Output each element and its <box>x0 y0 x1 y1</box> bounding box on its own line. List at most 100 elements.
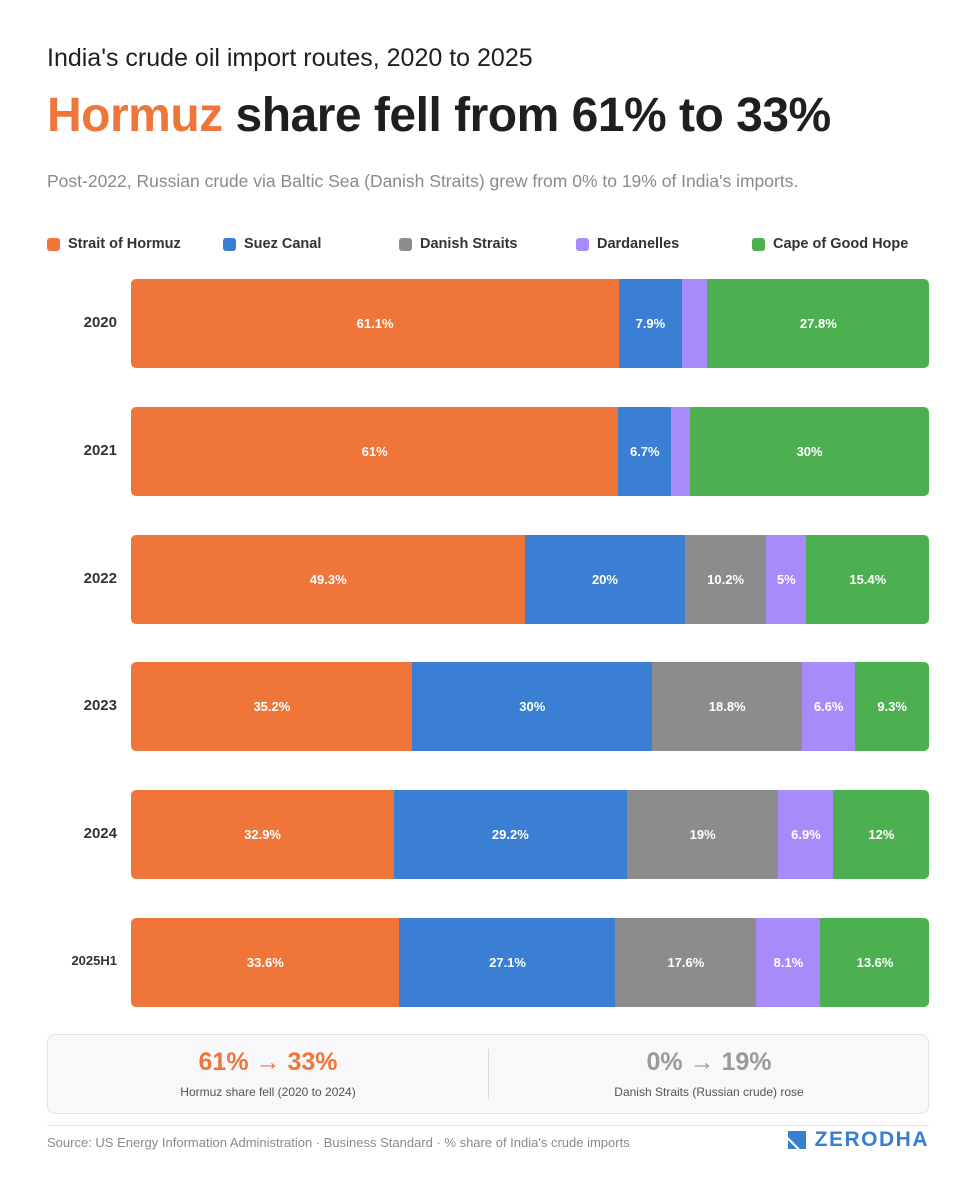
legend-label: Strait of Hormuz <box>68 236 181 252</box>
data-label: 6.7% <box>629 444 660 459</box>
legend-swatch <box>399 237 412 251</box>
brand-name: ZERODHA <box>814 1128 929 1151</box>
data-label: 61.1% <box>356 316 394 331</box>
data-label: 6.6% <box>813 699 844 714</box>
summary-danish-value: 0% → 19% <box>646 1048 772 1076</box>
bar-segment-suez-canal-2025h1: 27.1% <box>399 918 616 1007</box>
legend-item-danish-straits: Danish Straits <box>399 236 518 252</box>
legend-swatch <box>223 237 236 251</box>
bar-segment-suez-canal-2021: 6.7% <box>617 407 672 496</box>
legend-swatch <box>47 237 60 251</box>
source-note: Source: US Energy Information Administra… <box>47 1135 630 1150</box>
bar-segment-dardanelles-2023: 6.6% <box>801 662 856 751</box>
chart-kicker: India's crude oil import routes, 2020 to… <box>47 44 533 72</box>
bar-segment-suez-canal-2023: 30% <box>412 662 653 751</box>
legend-label: Dardanelles <box>597 236 680 252</box>
data-label: 27.1% <box>489 955 526 970</box>
data-label: 32.9% <box>244 827 281 842</box>
legend-label: Danish Straits <box>420 236 518 252</box>
summary-danish-caption: Danish Straits (Russian crude) rose <box>614 1085 804 1099</box>
bar-segment-dardanelles-2021 <box>671 407 691 496</box>
row-label-2022: 2022 <box>83 570 117 587</box>
data-label: 29.2% <box>491 827 529 842</box>
chart-description: Post-2022, Russian crude via Baltic Sea … <box>47 171 799 191</box>
data-label: 30% <box>519 699 546 714</box>
legend-item-suez-canal: Suez Canal <box>223 236 321 252</box>
bar-segment-danish-straits-2024: 19% <box>626 790 779 879</box>
bar-2023: 35.2% 30% 18.8% 6.6% 9.3% <box>131 662 929 751</box>
row-label-2024: 2024 <box>83 825 117 842</box>
data-label: 6.9% <box>791 827 821 842</box>
data-label: 10.2% <box>707 572 745 587</box>
legend-label: Cape of Good Hope <box>773 236 909 252</box>
summary-hormuz: 61% → 33% Hormuz share fell (2020 to 202… <box>48 1035 488 1113</box>
data-label: 33.6% <box>246 955 284 970</box>
row-label-2025h1: 2025H1 <box>71 953 117 968</box>
summary-box: 61% → 33% Hormuz share fell (2020 to 202… <box>47 1034 929 1114</box>
data-label: 5% <box>776 572 796 587</box>
bar-segment-dardanelles-2020 <box>681 279 708 368</box>
data-label: 12% <box>868 827 895 842</box>
bar-segment-strait-of-hormuz-2025h1: 33.6% <box>131 918 400 1007</box>
bar-segment-strait-of-hormuz-2022: 49.3% <box>131 535 526 624</box>
data-label: 7.9% <box>635 316 666 331</box>
legend-item-dardanelles: Dardanelles <box>576 236 679 252</box>
bar-segment-cape-of-good-hope-2020: 27.8% <box>707 279 929 368</box>
bar-segment-suez-canal-2020: 7.9% <box>618 279 683 368</box>
data-label: 13.6% <box>856 955 894 970</box>
bar-2024: 32.9% 29.2% 19% 6.9% 12% <box>131 790 929 879</box>
chart-legend: Strait of Hormuz Suez Canal Danish Straits… <box>47 236 947 256</box>
data-label: 8.1% <box>773 955 804 970</box>
summary-danish: 0% → 19% Danish Straits (Russian crude) … <box>489 1035 929 1113</box>
legend-label: Suez Canal <box>244 236 322 252</box>
bar-segment-strait-of-hormuz-2024: 32.9% <box>131 790 395 879</box>
bar-segment-cape-of-good-hope-2024: 12% <box>833 790 929 879</box>
bar-segment-suez-canal-2024: 29.2% <box>393 790 628 879</box>
chart-headline: Hormuz share fell from 61% to 33% <box>47 88 831 143</box>
bar-segment-danish-straits-2023: 18.8% <box>651 662 803 751</box>
bar-segment-danish-straits-2022: 10.2% <box>684 535 767 624</box>
legend-item-strait-of-hormuz: Strait of Hormuz <box>47 236 181 252</box>
data-label: 18.8% <box>708 699 746 714</box>
data-label: 9.3% <box>877 699 907 714</box>
summary-divider <box>488 1049 489 1099</box>
data-label: 27.8% <box>799 316 837 331</box>
data-label: 61% <box>361 444 388 459</box>
data-label: 17.6% <box>667 955 705 970</box>
zerodha-icon <box>787 1131 806 1149</box>
bar-segment-cape-of-good-hope-2025h1: 13.6% <box>820 918 929 1007</box>
row-label-2023: 2023 <box>83 697 117 714</box>
legend-swatch <box>752 237 765 251</box>
bar-segment-cape-of-good-hope-2023: 9.3% <box>854 662 929 751</box>
data-label: 19% <box>689 827 716 842</box>
summary-hormuz-caption: Hormuz share fell (2020 to 2024) <box>180 1085 356 1099</box>
bar-segment-dardanelles-2022: 5% <box>766 535 807 624</box>
row-label-2020: 2020 <box>83 314 117 331</box>
bar-segment-danish-straits-2025h1: 17.6% <box>615 918 757 1007</box>
bar-2020: 61.1% 7.9% 27.8% <box>131 279 929 368</box>
zerodha-logo: ZERODHA <box>787 1128 929 1152</box>
legend-swatch <box>576 237 589 251</box>
bar-segment-strait-of-hormuz-2023: 35.2% <box>131 662 413 751</box>
bar-segment-dardanelles-2024: 6.9% <box>778 790 834 879</box>
bar-2025h1: 33.6% 27.1% 17.6% 8.1% 13.6% <box>131 918 929 1007</box>
data-label: 15.4% <box>849 572 887 587</box>
headline-rest: share fell from 61% to 33% <box>222 89 832 142</box>
bar-segment-cape-of-good-hope-2021: 30% <box>689 407 929 496</box>
bar-segment-strait-of-hormuz-2021: 61% <box>131 407 619 496</box>
bar-segment-cape-of-good-hope-2022: 15.4% <box>805 535 929 624</box>
bar-segment-strait-of-hormuz-2020: 61.1% <box>131 279 620 368</box>
legend-item-cape-of-good-hope: Cape of Good Hope <box>752 236 908 252</box>
bar-2021: 61% 6.7% 30% <box>131 407 929 496</box>
footer-divider <box>47 1125 929 1126</box>
summary-hormuz-value: 61% → 33% <box>198 1048 338 1076</box>
bar-segment-dardanelles-2025h1: 8.1% <box>755 918 822 1007</box>
bar-2022: 49.3% 20% 10.2% 5% 15.4% <box>131 535 929 624</box>
row-label-2021: 2021 <box>83 442 117 459</box>
data-label: 20% <box>591 572 618 587</box>
data-label: 30% <box>796 444 823 459</box>
data-label: 35.2% <box>253 699 291 714</box>
headline-accent: Hormuz <box>47 89 223 142</box>
bar-segment-suez-canal-2022: 20% <box>524 535 686 624</box>
data-label: 49.3% <box>309 572 347 587</box>
